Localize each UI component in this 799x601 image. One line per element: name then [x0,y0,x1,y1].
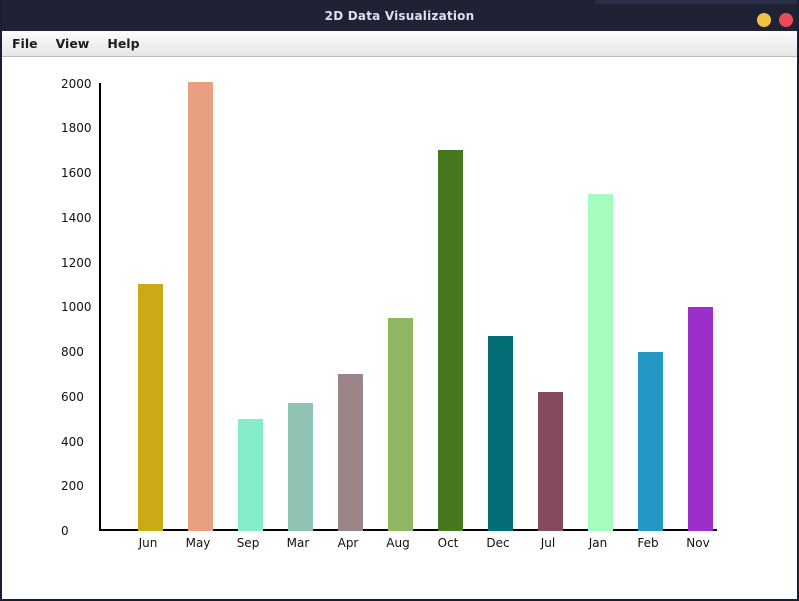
bar-oct [437,149,463,531]
bar-mar [287,403,313,531]
x-axis-label-sep: Sep [236,536,260,550]
minimize-button[interactable] [757,13,771,27]
menu-file[interactable]: File [12,36,38,51]
y-axis-tick-label: 1200 [61,255,92,270]
x-axis-label-may: May [185,536,211,550]
x-axis-label-nov: Nov [686,536,710,550]
menu-view[interactable]: View [55,36,90,51]
x-axis-label-dec: Dec [486,536,510,550]
bar-dec [487,336,513,531]
bar-jun [137,283,163,531]
bar-chart-canvas: 0 200 400 600 800 1000 1200 1400 1600 1800 2000 Jun… [0,58,799,599]
bar-may [187,82,213,531]
bar-jan [587,194,613,531]
x-axis-label-oct: Oct [437,536,459,550]
window-border-bottom [0,599,799,601]
x-axis-label-jun: Jun [138,536,158,550]
x-axis-label-jan: Jan [588,536,608,550]
window-border-right [797,0,799,601]
title-bar: 2D Data Visualization [0,0,799,31]
bar-aug [387,318,413,531]
bar-sep [237,419,263,531]
close-button[interactable] [779,13,793,27]
y-axis-tick-label: 1600 [61,166,92,180]
y-axis-tick-label: 1400 [61,210,92,225]
y-axis-tick-label: 200 [61,479,84,494]
y-axis-tick-label: 600 [61,389,84,404]
menu-help[interactable]: Help [107,36,140,51]
x-axis-label-jul: Jul [540,536,556,550]
y-axis-tick-label: 2000 [61,76,92,91]
y-axis-tick-label: 1000 [61,300,92,315]
bar-apr [337,374,363,531]
bar-jul [537,392,563,531]
x-axis-label-aug: Aug [386,536,410,550]
x-axis-label-mar: Mar [286,536,310,550]
window-border-left [0,0,2,601]
bar-feb [637,352,663,531]
window-title: 2D Data Visualization [324,9,475,23]
y-axis-tick-label: 1800 [61,121,92,136]
menu-bar: File View Help [2,31,797,57]
x-axis-label-apr: Apr [337,536,359,550]
titlebar-accent-strip [595,0,799,4]
y-axis-line [99,83,101,531]
y-axis-tick-label: 0 [61,524,69,538]
x-axis-label-feb: Feb [637,536,659,550]
bar-nov [687,307,713,531]
y-axis-tick-label: 400 [61,434,84,449]
y-axis-tick-label: 800 [61,345,84,359]
